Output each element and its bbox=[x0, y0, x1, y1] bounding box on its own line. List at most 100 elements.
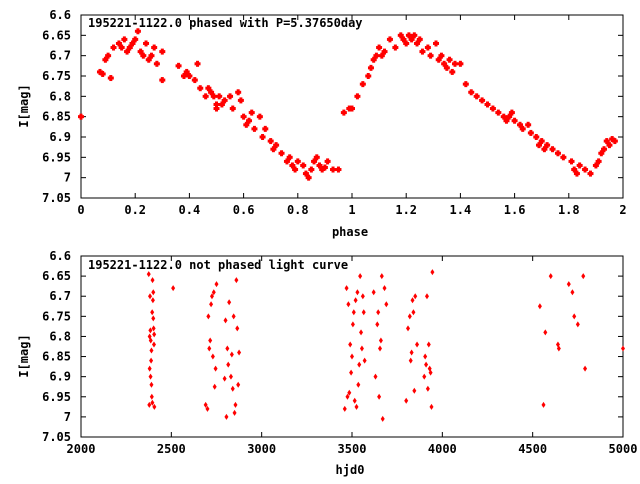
data-point bbox=[294, 158, 301, 165]
data-point-bar-v bbox=[605, 138, 609, 145]
data-point-bar-v bbox=[377, 44, 381, 51]
data-point bbox=[191, 77, 198, 84]
data-point bbox=[225, 345, 230, 352]
x-tick-label: 0.4 bbox=[179, 203, 201, 217]
data-point bbox=[457, 60, 464, 67]
data-point bbox=[365, 73, 372, 79]
data-point bbox=[571, 166, 578, 173]
data-point bbox=[148, 337, 153, 344]
data-point bbox=[214, 281, 219, 288]
data-point-bar-v bbox=[434, 40, 438, 47]
y-tick-label: 6.95 bbox=[42, 150, 71, 164]
data-point bbox=[149, 347, 154, 354]
data-point bbox=[349, 369, 354, 376]
data-point-bar-v bbox=[556, 150, 560, 157]
data-point bbox=[380, 415, 385, 422]
unphased-light-curve-panel: 195221-1122.0 not phased light curve hjd… bbox=[17, 249, 637, 477]
data-point-bar-v bbox=[215, 101, 218, 108]
data-point-bar-v bbox=[204, 93, 208, 100]
y-tick-label: 6.65 bbox=[42, 28, 71, 42]
data-point-bar-v bbox=[244, 121, 248, 128]
data-point-bar-v bbox=[336, 166, 340, 173]
data-point bbox=[321, 164, 328, 171]
data-point bbox=[367, 64, 374, 71]
data-point-bar-v bbox=[309, 166, 313, 173]
data-point-bar-v bbox=[464, 81, 468, 88]
data-point bbox=[228, 373, 233, 380]
data-point bbox=[311, 158, 318, 165]
data-point bbox=[354, 403, 359, 410]
y-axis-label: I[mag] bbox=[17, 84, 31, 127]
data-point bbox=[243, 121, 250, 128]
data-point bbox=[227, 93, 234, 100]
data-point bbox=[621, 345, 625, 352]
data-point-bar-v bbox=[122, 36, 126, 43]
data-point-bar-v bbox=[588, 170, 592, 177]
data-point bbox=[180, 73, 187, 79]
data-point-bar-v bbox=[537, 142, 541, 149]
data-point-bar-v bbox=[269, 138, 273, 145]
data-point-bar-v bbox=[366, 73, 370, 79]
x-tick-label: 0.8 bbox=[287, 203, 309, 217]
data-point-bar-v bbox=[312, 158, 316, 165]
data-point-bar-v bbox=[496, 109, 500, 116]
data-point bbox=[427, 52, 434, 59]
data-point-bar-v bbox=[415, 40, 419, 47]
data-point bbox=[342, 405, 347, 412]
data-point bbox=[544, 142, 551, 149]
data-point bbox=[149, 381, 154, 388]
y-tick-label: 6.7 bbox=[49, 49, 71, 63]
data-point bbox=[359, 329, 364, 336]
chart-title: 195221-1122.0 not phased light curve bbox=[88, 258, 348, 272]
data-point bbox=[533, 134, 540, 140]
data-point bbox=[405, 32, 412, 39]
data-point bbox=[484, 101, 491, 108]
data-point-bar-v bbox=[404, 40, 408, 47]
data-point bbox=[99, 70, 106, 77]
data-point bbox=[575, 321, 580, 328]
data-point bbox=[424, 361, 429, 368]
data-point bbox=[566, 281, 571, 288]
data-point bbox=[216, 93, 223, 100]
data-point-bar-v bbox=[280, 150, 284, 157]
data-point-bar-v bbox=[369, 64, 373, 71]
x-tick-label: 1.6 bbox=[504, 203, 526, 217]
data-point bbox=[548, 273, 553, 280]
data-point bbox=[462, 81, 469, 88]
data-point bbox=[129, 40, 136, 47]
data-point bbox=[554, 150, 561, 157]
x-tick-label: 0.6 bbox=[233, 203, 255, 217]
data-point-bar-v bbox=[326, 158, 330, 165]
data-point bbox=[150, 309, 155, 316]
data-point-bar-v bbox=[252, 125, 256, 132]
data-point bbox=[324, 158, 331, 165]
data-point-bar-v bbox=[304, 170, 308, 177]
x-tick-label: 4500 bbox=[518, 442, 547, 456]
data-point bbox=[581, 273, 586, 280]
data-point bbox=[347, 389, 352, 396]
data-point bbox=[424, 293, 429, 300]
data-point bbox=[411, 32, 418, 39]
data-point bbox=[308, 166, 315, 173]
data-point bbox=[500, 113, 507, 120]
data-point bbox=[148, 327, 153, 334]
data-point bbox=[582, 166, 589, 173]
data-point-bar-v bbox=[231, 105, 235, 112]
data-point bbox=[479, 97, 486, 104]
data-point-bar-v bbox=[285, 158, 289, 165]
data-point bbox=[283, 158, 290, 165]
data-point bbox=[351, 309, 356, 316]
data-point-bar-v bbox=[185, 68, 189, 75]
data-point-bar-v bbox=[551, 146, 555, 153]
data-point-bar-v bbox=[258, 113, 262, 120]
x-tick-label: 2000 bbox=[67, 442, 96, 456]
data-point bbox=[151, 315, 156, 322]
data-point bbox=[78, 113, 84, 120]
x-tick-label: 4000 bbox=[428, 442, 457, 456]
data-point bbox=[370, 56, 377, 63]
data-point-bar-v bbox=[342, 109, 346, 116]
data-point-bar-v bbox=[361, 81, 365, 88]
data-point bbox=[587, 170, 594, 177]
data-point-bar-v bbox=[136, 28, 140, 35]
data-point bbox=[259, 134, 266, 140]
